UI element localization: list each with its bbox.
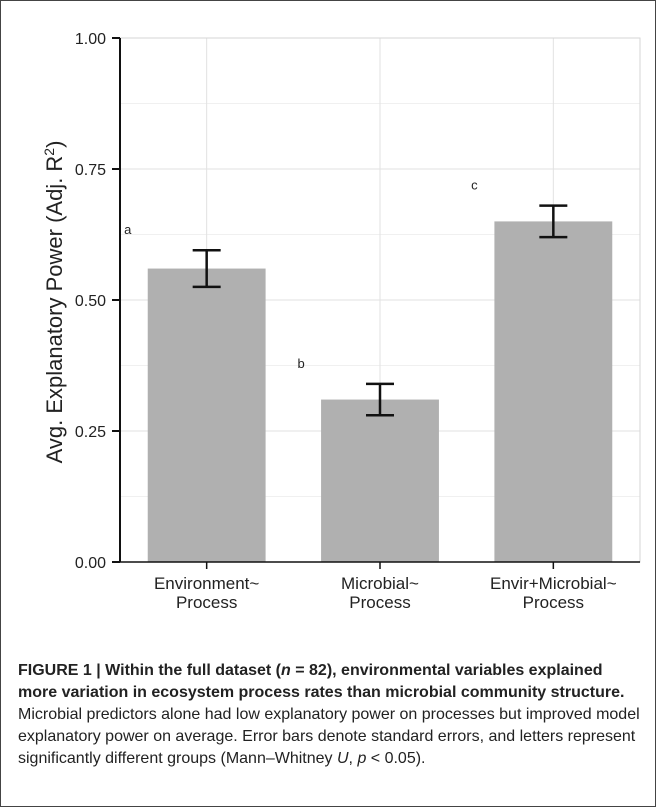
error-bars — [192, 204, 568, 417]
x-tick-label: Envir+Microbial~ — [490, 574, 617, 593]
significance-letter: c — [471, 178, 478, 193]
y-tick-label: 0.75 — [75, 162, 106, 179]
bars — [147, 221, 613, 562]
x-tick-label: Microbial~ — [341, 574, 419, 593]
bar-chart: abc 0.000.250.500.751.00 Environment~Pro… — [41, 31, 641, 612]
x-axis: Environment~ProcessMicrobial~ProcessEnvi… — [120, 561, 640, 612]
y-axis-label: Avg. Explanatory Power (Adj. R2) — [41, 141, 67, 464]
bar — [147, 268, 266, 562]
caption-bold: FIGURE 1 | Within the full dataset (n = … — [18, 662, 625, 701]
x-tick-label: Process — [176, 593, 237, 612]
significance-letters: a b c — [124, 178, 478, 371]
bar — [494, 221, 613, 562]
x-tick-label: Process — [349, 593, 410, 612]
y-tick-label: 0.25 — [75, 424, 106, 441]
y-axis: 0.00 0.25 0.50 0.75 1.00 — [75, 31, 121, 572]
significance-letter: b — [297, 356, 304, 371]
y-tick-label: 0.50 — [75, 293, 106, 310]
bar — [321, 399, 439, 562]
x-tick-label: Environment~ — [154, 574, 259, 593]
y-tick-label: 0.00 — [75, 555, 106, 572]
figure-caption: FIGURE 1 | Within the full dataset (n = … — [18, 662, 640, 767]
significance-letter: a — [124, 222, 132, 237]
x-tick-label: Process — [523, 593, 584, 612]
y-tick-label: 1.00 — [75, 31, 106, 48]
